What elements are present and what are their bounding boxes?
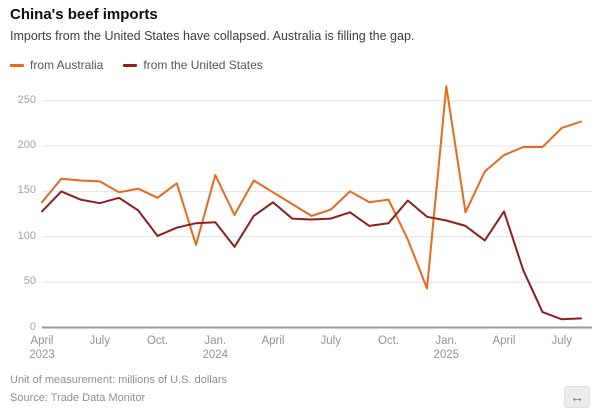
x-axis-tick: July [70,334,130,348]
legend-item: from Australia [10,58,103,72]
line-from-australia [41,85,582,290]
x-axis-tick: April 2023 [12,334,72,362]
x-axis-tick: July [532,334,592,348]
x-tick-label: July [551,335,572,347]
unit-note: Unit of measurement: millions of U.S. do… [10,374,228,386]
legend-line-swatch-icon [10,63,24,67]
x-tick-year-label: 2023 [29,349,55,361]
x-tick-label: Jan. [204,335,227,347]
y-axis-tick: 50 [23,275,36,288]
x-axis-tick: Jan. 2024 [185,334,245,362]
x-axis-tick: April [474,334,534,348]
y-axis-tick: 100 [17,229,36,242]
y-axis-tick: 0 [29,320,36,333]
x-tick-label: Jan. [435,335,458,347]
y-axis-tick: 150 [17,184,36,197]
x-tick-label: Oct. [377,335,400,347]
y-axis-tick: 200 [17,139,36,152]
x-tick-label: April [30,335,54,347]
x-axis-tick: April [243,334,303,348]
x-tick-label: July [320,335,341,347]
legend-item: from the United States [123,58,263,72]
resize-button[interactable]: ↔ [564,386,590,408]
x-axis-tick: Jan. 2025 [416,334,476,362]
x-tick-label: Oct. [146,335,169,347]
horizontal-resize-icon: ↔ [570,389,584,405]
x-tick-year-label: 2025 [433,349,460,361]
legend-label: from Australia [30,58,104,72]
x-axis-tick: Oct. [128,334,188,348]
chart-subtitle: Imports from the United States have coll… [10,29,415,43]
y-axis-tick: 250 [17,93,36,106]
line-from-the-united-states [41,190,582,321]
legend-label: from the United States [143,58,263,72]
legend-line-swatch-icon [123,63,138,67]
x-tick-year-label: 2024 [202,349,229,361]
x-axis-tick: Oct. [359,334,419,348]
x-tick-label: July [89,335,110,347]
x-tick-label: April [261,335,285,347]
x-tick-label: April [492,335,516,347]
source-note: Source: Trade Data Monitor [10,392,146,404]
x-axis-tick: July [301,334,361,348]
chart-title: China's beef imports [10,6,158,23]
legend: from Australia from the United States [10,58,263,72]
